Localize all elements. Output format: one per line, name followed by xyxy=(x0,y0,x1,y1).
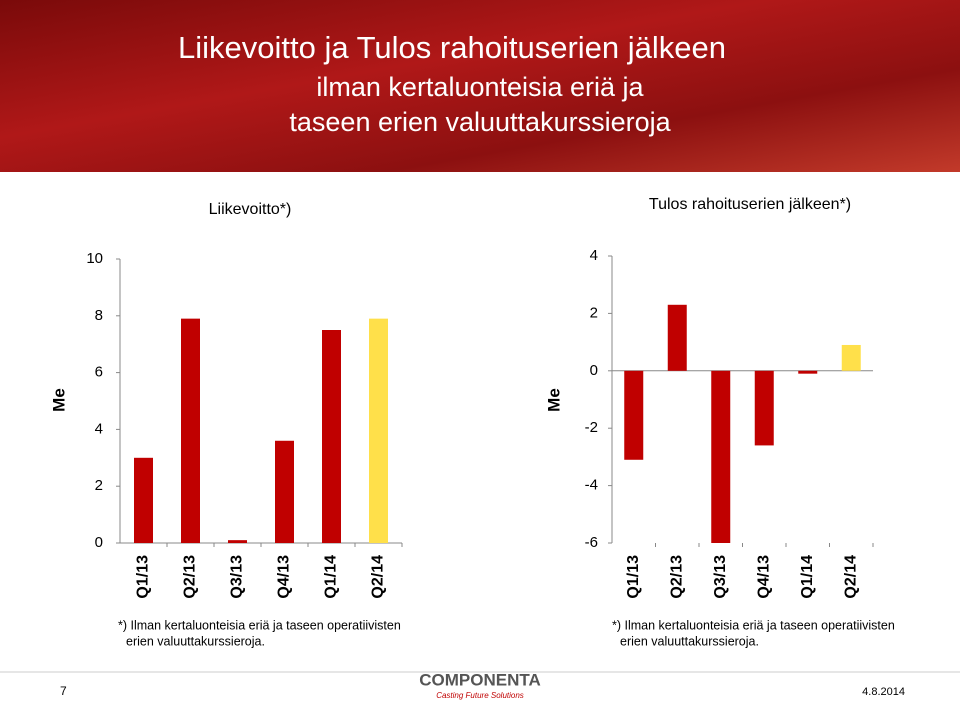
bar xyxy=(181,318,200,543)
x-tick-label: Q1/14 xyxy=(323,555,340,599)
slide-subtitle: ilman kertaluonteisia eriä ja xyxy=(316,72,644,102)
bar xyxy=(322,330,341,543)
chart-title: Liikevoitto*) xyxy=(209,201,292,218)
x-tick-label: Q2/14 xyxy=(842,555,859,599)
footnote: *) Ilman kertaluonteisia eriä ja taseen … xyxy=(612,618,895,632)
y-tick-label: -4 xyxy=(585,477,598,494)
slide-title: Liikevoitto ja Tulos rahoituserien jälke… xyxy=(178,30,726,65)
bar xyxy=(711,370,731,543)
bar xyxy=(275,440,294,543)
x-tick-label: Q4/13 xyxy=(276,555,293,599)
y-tick-label: 4 xyxy=(95,420,103,437)
bar xyxy=(667,304,687,371)
y-tick-label: 4 xyxy=(590,247,598,264)
y-tick-label: 2 xyxy=(95,477,103,494)
bar xyxy=(841,344,861,371)
x-tick-label: Q2/13 xyxy=(668,555,685,599)
footnote: erien valuuttakurssieroja. xyxy=(126,634,265,648)
bar xyxy=(134,457,153,543)
y-tick-label: 10 xyxy=(86,250,103,267)
footnote: erien valuuttakurssieroja. xyxy=(620,634,759,648)
y-tick-label: 8 xyxy=(95,307,103,324)
x-tick-label: Q3/13 xyxy=(229,555,246,599)
y-tick-label: 6 xyxy=(95,364,103,381)
x-tick-label: Q1/14 xyxy=(799,555,816,599)
bar xyxy=(754,370,774,446)
logo: COMPONENTA xyxy=(419,670,541,689)
x-tick-label: Q4/13 xyxy=(755,555,772,599)
x-tick-label: Q2/13 xyxy=(182,555,199,599)
header-background xyxy=(0,0,960,172)
page-number: 7 xyxy=(60,684,67,698)
footnote: *) Ilman kertaluonteisia eriä ja taseen … xyxy=(118,618,401,632)
bar xyxy=(369,318,388,543)
y-axis-label: Me xyxy=(544,388,563,412)
y-tick-label: -2 xyxy=(585,419,598,436)
x-tick-label: Q3/13 xyxy=(712,555,729,599)
bar xyxy=(228,540,247,543)
bar xyxy=(624,370,644,460)
y-tick-label: 0 xyxy=(590,362,598,379)
y-tick-label: 0 xyxy=(95,534,103,551)
chart-title: Tulos rahoituserien jälkeen*) xyxy=(649,196,851,213)
x-tick-label: Q1/13 xyxy=(135,555,152,599)
y-axis-label: Me xyxy=(49,388,68,412)
logo-tagline: Casting Future Solutions xyxy=(436,691,524,700)
y-tick-label: 2 xyxy=(590,304,598,321)
x-tick-label: Q1/13 xyxy=(625,555,642,599)
slide-subtitle: taseen erien valuuttakurssieroja xyxy=(289,107,671,137)
date: 4.8.2014 xyxy=(862,686,905,698)
bar xyxy=(798,370,818,374)
y-tick-label: -6 xyxy=(585,534,598,551)
x-tick-label: Q2/14 xyxy=(370,555,387,599)
